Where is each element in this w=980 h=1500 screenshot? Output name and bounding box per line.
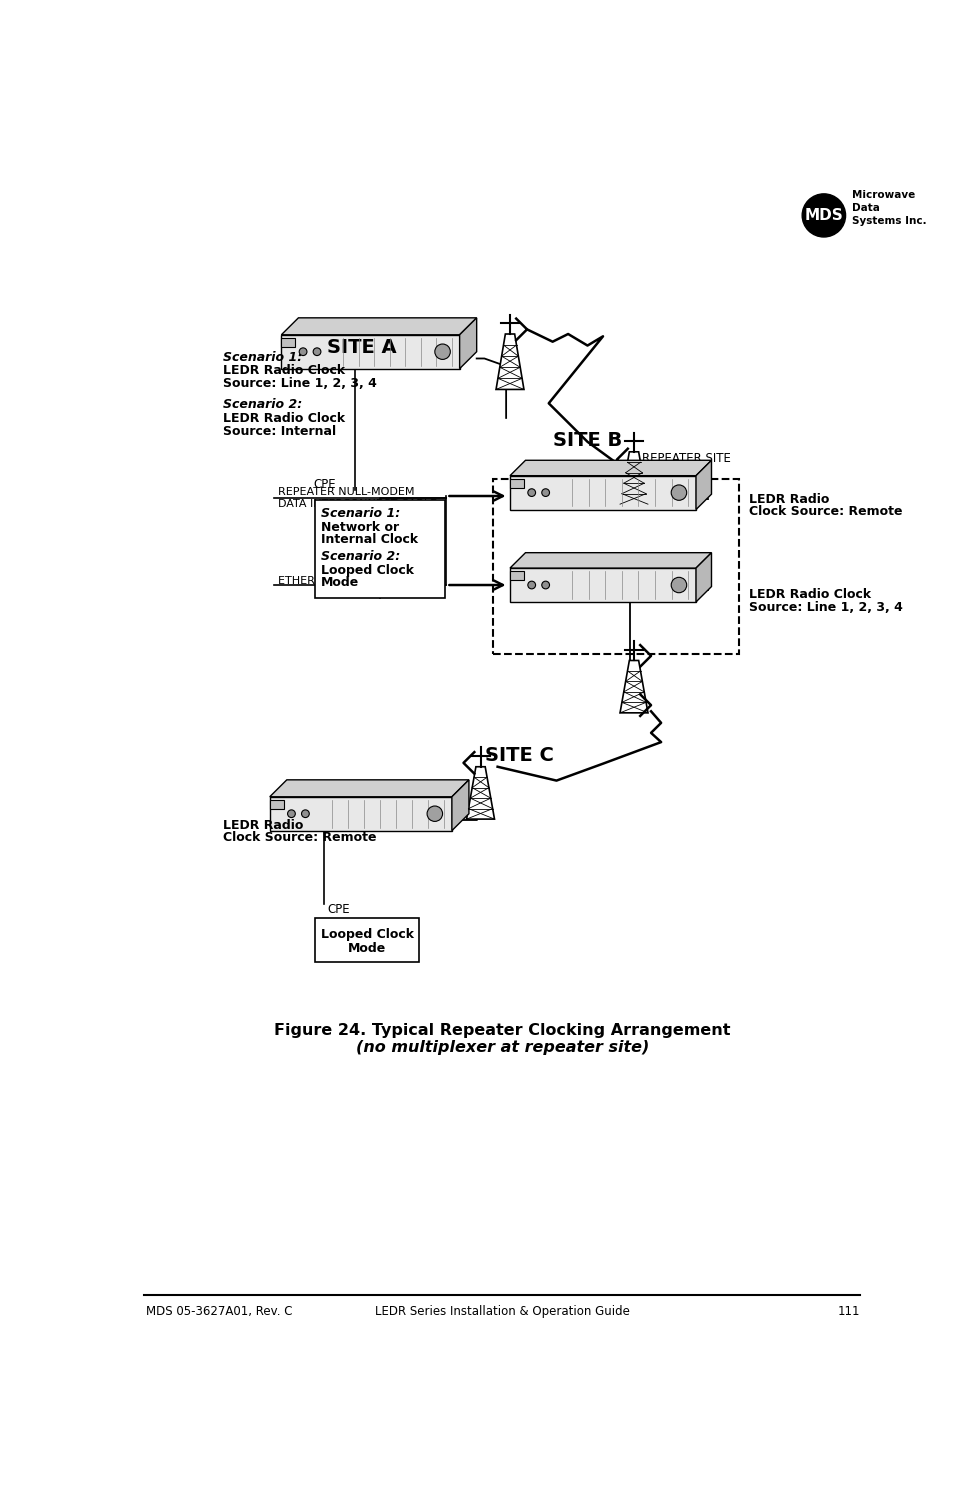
Polygon shape: [270, 780, 468, 796]
Text: REPEATER NULL-MODEM: REPEATER NULL-MODEM: [277, 486, 414, 496]
Text: SITE C: SITE C: [485, 747, 554, 765]
Text: Microwave
Data
Systems Inc.: Microwave Data Systems Inc.: [852, 189, 926, 226]
Text: LEDR Radio: LEDR Radio: [223, 819, 304, 833]
Text: LEDR Radio Clock: LEDR Radio Clock: [223, 364, 345, 378]
Text: Looped Clock: Looped Clock: [320, 564, 414, 578]
Text: Mode: Mode: [320, 576, 359, 590]
Text: Scenario 2:: Scenario 2:: [223, 399, 303, 411]
Circle shape: [803, 194, 846, 237]
Text: Source: Line 1, 2, 3, 4: Source: Line 1, 2, 3, 4: [749, 600, 903, 613]
Text: Internal Clock: Internal Clock: [320, 532, 418, 546]
Polygon shape: [510, 552, 711, 568]
Text: CPE: CPE: [314, 477, 336, 490]
Text: Clock Source: Remote: Clock Source: Remote: [223, 831, 376, 844]
Polygon shape: [620, 660, 648, 712]
Text: Looped Clock: Looped Clock: [320, 928, 414, 940]
Circle shape: [287, 810, 295, 818]
Polygon shape: [696, 552, 711, 602]
Polygon shape: [452, 780, 468, 831]
Circle shape: [427, 806, 443, 822]
Polygon shape: [696, 460, 711, 510]
Text: LEDR Radio Clock: LEDR Radio Clock: [223, 413, 345, 424]
Circle shape: [302, 810, 310, 818]
Polygon shape: [466, 766, 495, 819]
Text: Clock Source: Remote: Clock Source: Remote: [749, 506, 903, 518]
Polygon shape: [620, 452, 648, 504]
Bar: [270, 800, 283, 808]
Bar: [281, 338, 295, 346]
Text: 111: 111: [838, 1305, 860, 1318]
Circle shape: [314, 348, 320, 355]
Text: Network or: Network or: [320, 520, 399, 534]
Circle shape: [528, 580, 536, 590]
Text: Source: Internal: Source: Internal: [223, 424, 336, 438]
Text: (no multiplexer at repeater site): (no multiplexer at repeater site): [356, 1041, 649, 1056]
Polygon shape: [281, 334, 460, 369]
Text: SITE A: SITE A: [326, 339, 396, 357]
Text: DATA INTERCONNECT CABLE: DATA INTERCONNECT CABLE: [277, 500, 437, 508]
Text: MDS: MDS: [805, 209, 843, 224]
Polygon shape: [496, 334, 524, 390]
Text: Scenario 2:: Scenario 2:: [320, 550, 400, 562]
Text: Scenario 1:: Scenario 1:: [223, 351, 303, 363]
Circle shape: [528, 489, 536, 496]
Circle shape: [435, 344, 451, 360]
Text: MDS 05-3627A01, Rev. C: MDS 05-3627A01, Rev. C: [146, 1305, 292, 1318]
Polygon shape: [510, 460, 711, 476]
Polygon shape: [510, 568, 696, 602]
Text: Figure 24. Typical Repeater Clocking Arrangement: Figure 24. Typical Repeater Clocking Arr…: [274, 1023, 730, 1038]
Text: CPE: CPE: [327, 903, 350, 916]
Circle shape: [671, 578, 687, 592]
Polygon shape: [510, 476, 696, 510]
Bar: [510, 478, 524, 488]
Text: LEDR Radio: LEDR Radio: [749, 494, 829, 506]
Circle shape: [671, 484, 687, 501]
Polygon shape: [281, 318, 476, 334]
Text: LEDR Radio Clock: LEDR Radio Clock: [749, 588, 871, 602]
FancyBboxPatch shape: [315, 500, 445, 598]
FancyBboxPatch shape: [315, 918, 419, 963]
Polygon shape: [270, 796, 452, 831]
Circle shape: [542, 580, 550, 590]
Bar: [510, 572, 524, 580]
Circle shape: [299, 348, 307, 355]
Text: SITE B: SITE B: [553, 430, 622, 450]
Text: Mode: Mode: [348, 942, 386, 956]
Text: REPEATER SITE: REPEATER SITE: [642, 452, 731, 465]
Text: Scenario 1:: Scenario 1:: [320, 507, 400, 520]
Text: LEDR Series Installation & Operation Guide: LEDR Series Installation & Operation Gui…: [374, 1305, 630, 1318]
Text: Source: Line 1, 2, 3, 4: Source: Line 1, 2, 3, 4: [223, 376, 377, 390]
Polygon shape: [460, 318, 476, 369]
Circle shape: [542, 489, 550, 496]
Text: ETHERNET CROSS-CABLE: ETHERNET CROSS-CABLE: [277, 576, 418, 585]
